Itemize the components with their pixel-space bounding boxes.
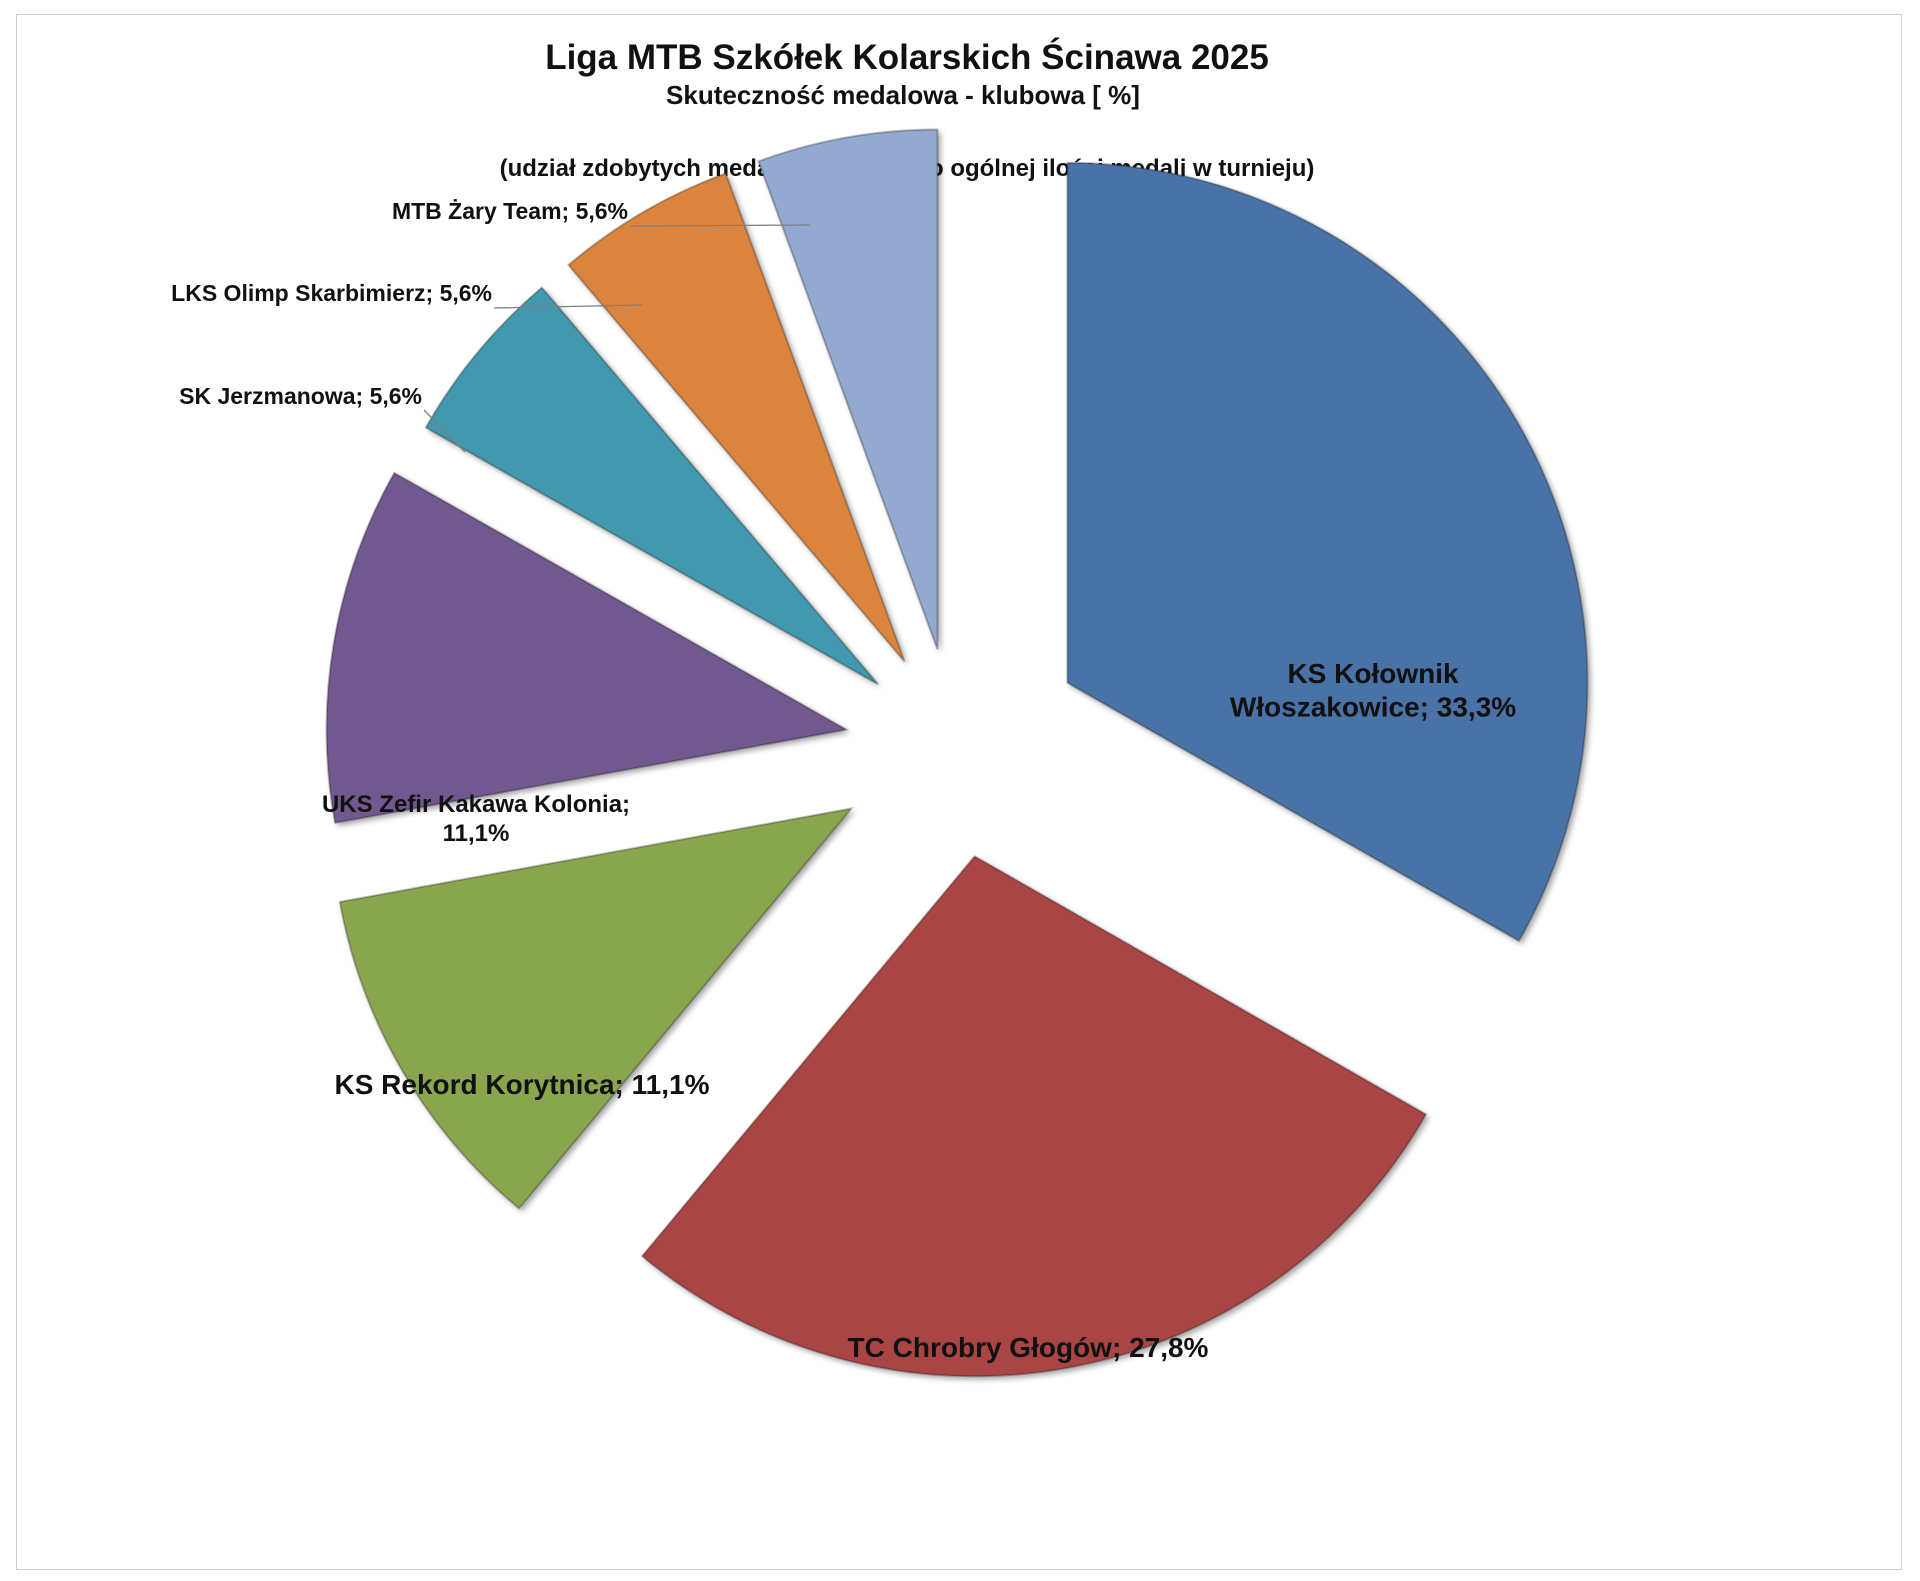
slice-label: KS Rekord Korytnica; 11,1% — [334, 1069, 709, 1100]
slice-label: SK Jerzmanowa; 5,6% — [179, 383, 422, 409]
slice-label: LKS Olimp Skarbimierz; 5,6% — [171, 280, 492, 306]
chart-title: Liga MTB Szkółek Kolarskich Ścinawa 2025 — [545, 37, 1269, 77]
leader-line — [629, 224, 811, 227]
pie-slice — [1066, 161, 1589, 943]
slice-label: UKS Zefir Kakawa Kolonia; 11,1% — [322, 791, 630, 847]
leader-line — [493, 304, 643, 309]
pie-slice — [757, 128, 939, 650]
pie-slice — [567, 172, 906, 663]
slice-label: MTB Żary Team; 5,6% — [392, 198, 628, 224]
pie-slice — [338, 807, 854, 1210]
pie-slice — [325, 471, 850, 825]
leader-lines — [423, 224, 811, 453]
slice-label: TC Chrobry Głogów; 27,8% — [848, 1332, 1209, 1363]
pie-slices — [325, 128, 1589, 1378]
pie-slice — [640, 854, 1428, 1378]
slice-labels: KS Kołownik Włoszakowice; 33,3% TC Chrobry… — [171, 198, 1516, 1363]
chart-subtitle: Skuteczność medalowa - klubowa [ %] — [666, 80, 1140, 110]
pie-slice — [424, 286, 879, 686]
leader-line — [423, 409, 466, 453]
slice-label: KS Kołownik Włoszakowice; 33,3% — [1230, 658, 1516, 723]
